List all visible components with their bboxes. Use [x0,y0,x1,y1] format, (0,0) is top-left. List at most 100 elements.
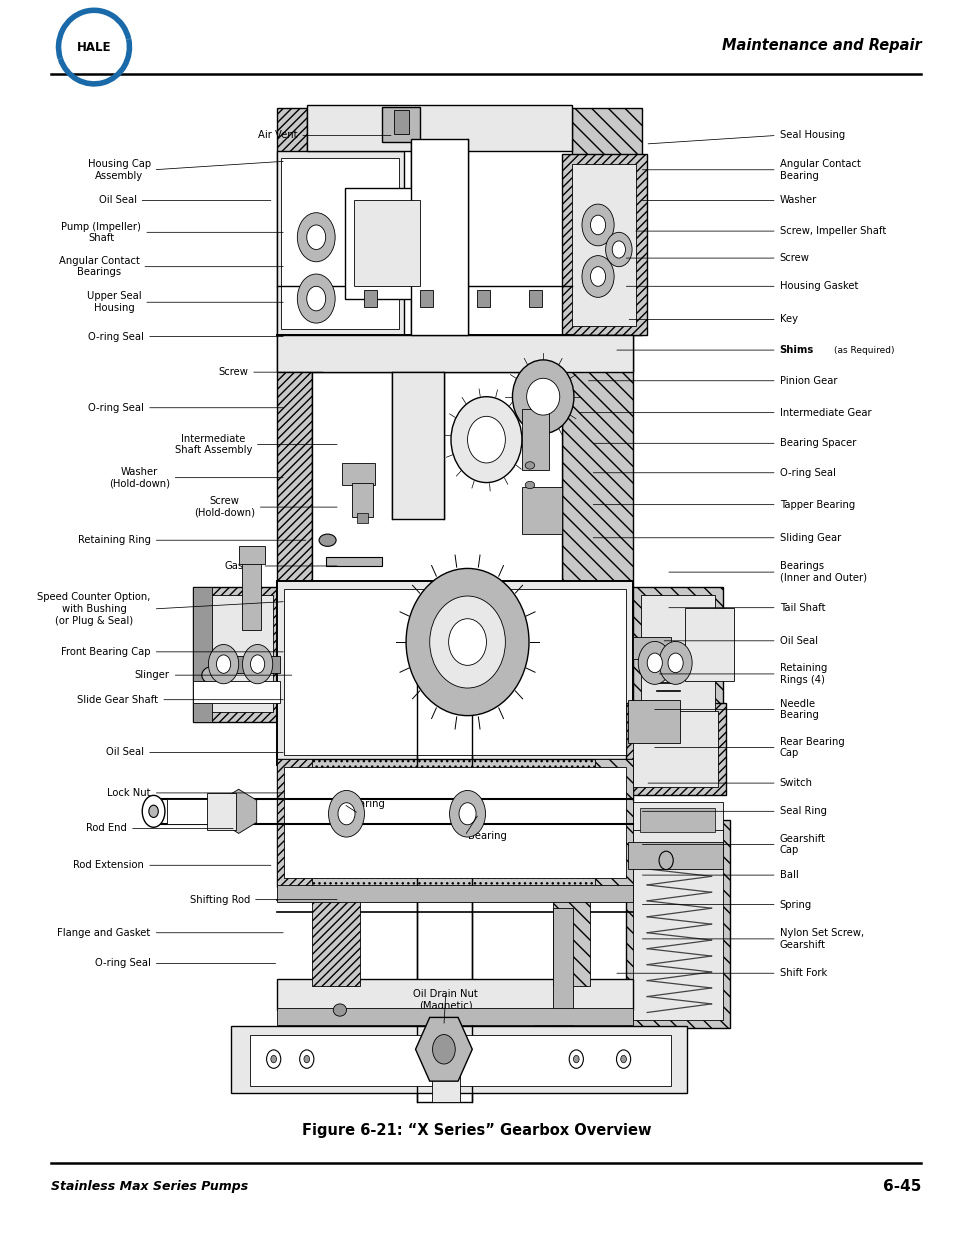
Ellipse shape [149,805,158,818]
Ellipse shape [581,256,614,298]
Text: Screw
(Hold-down): Screw (Hold-down) [193,496,254,517]
Ellipse shape [216,655,231,673]
Ellipse shape [307,225,325,249]
Bar [571,109,641,336]
Ellipse shape [333,1004,346,1016]
Ellipse shape [208,645,238,684]
Text: Figure 6-21: “X Series” Gearbox Overview: Figure 6-21: “X Series” Gearbox Overview [302,1123,651,1137]
Text: Pinion Gear: Pinion Gear [779,375,836,385]
Text: Stainless Max Series Pumps: Stainless Max Series Pumps [51,1181,249,1193]
Text: O-ring Seal: O-ring Seal [94,958,151,968]
Bar [276,152,404,336]
Bar [250,1035,670,1086]
Bar [522,488,561,534]
Text: O-ring Seal: O-ring Seal [89,403,144,412]
Text: Front Bearing Cap: Front Bearing Cap [61,647,151,657]
Bar [281,158,399,330]
Text: Screw: Screw [218,367,248,377]
Ellipse shape [525,462,534,469]
Bar [626,820,730,1029]
Ellipse shape [429,597,505,688]
Text: Screw, Impeller Shaft: Screw, Impeller Shaft [779,226,885,236]
Bar [276,885,633,902]
Text: HALE: HALE [76,41,112,53]
Ellipse shape [620,1056,626,1063]
Ellipse shape [526,378,559,415]
Bar [394,110,409,135]
Bar [276,336,313,618]
Text: (as Required): (as Required) [834,346,894,354]
Ellipse shape [432,1035,455,1065]
Polygon shape [416,1018,472,1081]
Bar [552,888,590,986]
Bar [633,637,670,659]
Ellipse shape [299,1050,314,1068]
Text: Air Vent: Air Vent [257,131,297,141]
Text: Nylon Set Screw,
Gearshift: Nylon Set Screw, Gearshift [779,927,862,950]
Ellipse shape [271,1056,276,1063]
Bar [529,290,541,308]
Text: Switch: Switch [779,778,812,788]
Bar [313,372,561,618]
Text: Rod Extension: Rod Extension [73,861,144,871]
Ellipse shape [451,396,521,483]
Text: Tail Shaft: Tail Shaft [779,603,824,613]
Ellipse shape [512,359,574,433]
Text: Upper Seal
Housing: Upper Seal Housing [87,291,141,312]
Ellipse shape [667,653,682,673]
Bar [344,188,429,299]
Ellipse shape [448,619,486,666]
Text: Washer: Washer [779,195,816,205]
Text: Lock Nut: Lock Nut [107,788,151,798]
Text: Needle
Bearing: Needle Bearing [779,699,818,720]
Text: Bearing Spacer: Bearing Spacer [779,438,855,448]
Ellipse shape [318,534,335,546]
Ellipse shape [569,1050,583,1068]
Text: Speed Counter Option,
with Bushing
(or Plug & Seal): Speed Counter Option, with Bushing (or P… [37,593,151,625]
Bar [431,1047,459,1102]
Ellipse shape [458,803,476,825]
Ellipse shape [266,1050,280,1068]
Text: Retaining
Rings (4): Retaining Rings (4) [779,663,826,684]
Bar [633,802,722,839]
Bar [276,1008,633,1025]
Polygon shape [220,789,256,834]
Text: Slinger: Slinger [134,671,170,680]
Text: Shifting Rod: Shifting Rod [190,894,250,904]
Text: Ball: Ball [779,871,798,881]
Ellipse shape [590,215,605,235]
Ellipse shape [646,653,661,673]
Bar [201,595,273,711]
Text: Oil Seal: Oil Seal [98,195,136,205]
Text: Maintenance and Repair: Maintenance and Repair [721,38,921,53]
Ellipse shape [659,641,692,684]
Ellipse shape [251,655,264,673]
Text: Bearing: Bearing [346,799,385,809]
Text: Housing Gasket: Housing Gasket [779,282,857,291]
Text: Seal Housing: Seal Housing [779,131,844,141]
Bar [411,140,467,336]
Text: Oil Seal: Oil Seal [779,636,817,646]
Text: Bearings
(Inner and Outer): Bearings (Inner and Outer) [779,562,865,583]
Bar [684,608,734,682]
Ellipse shape [616,1050,630,1068]
Bar [276,758,313,888]
Ellipse shape [659,851,673,869]
Bar [533,1010,573,1025]
Text: Key: Key [779,315,797,325]
Ellipse shape [142,795,165,827]
Bar [193,587,280,721]
Text: Intermediate
Shaft Assembly: Intermediate Shaft Assembly [174,433,252,456]
Bar [354,200,420,287]
Text: Angular Contact
Bearings: Angular Contact Bearings [58,256,139,278]
Ellipse shape [337,803,355,825]
Ellipse shape [605,232,632,267]
Text: Oil Drain Nut
(Magnetic): Oil Drain Nut (Magnetic) [413,989,477,1010]
Text: Gasket: Gasket [225,561,259,571]
Text: Shift Fork: Shift Fork [779,968,826,978]
Ellipse shape [525,482,534,489]
Bar [363,290,376,308]
Bar [193,656,280,673]
Bar [628,700,679,742]
Bar [595,758,633,888]
